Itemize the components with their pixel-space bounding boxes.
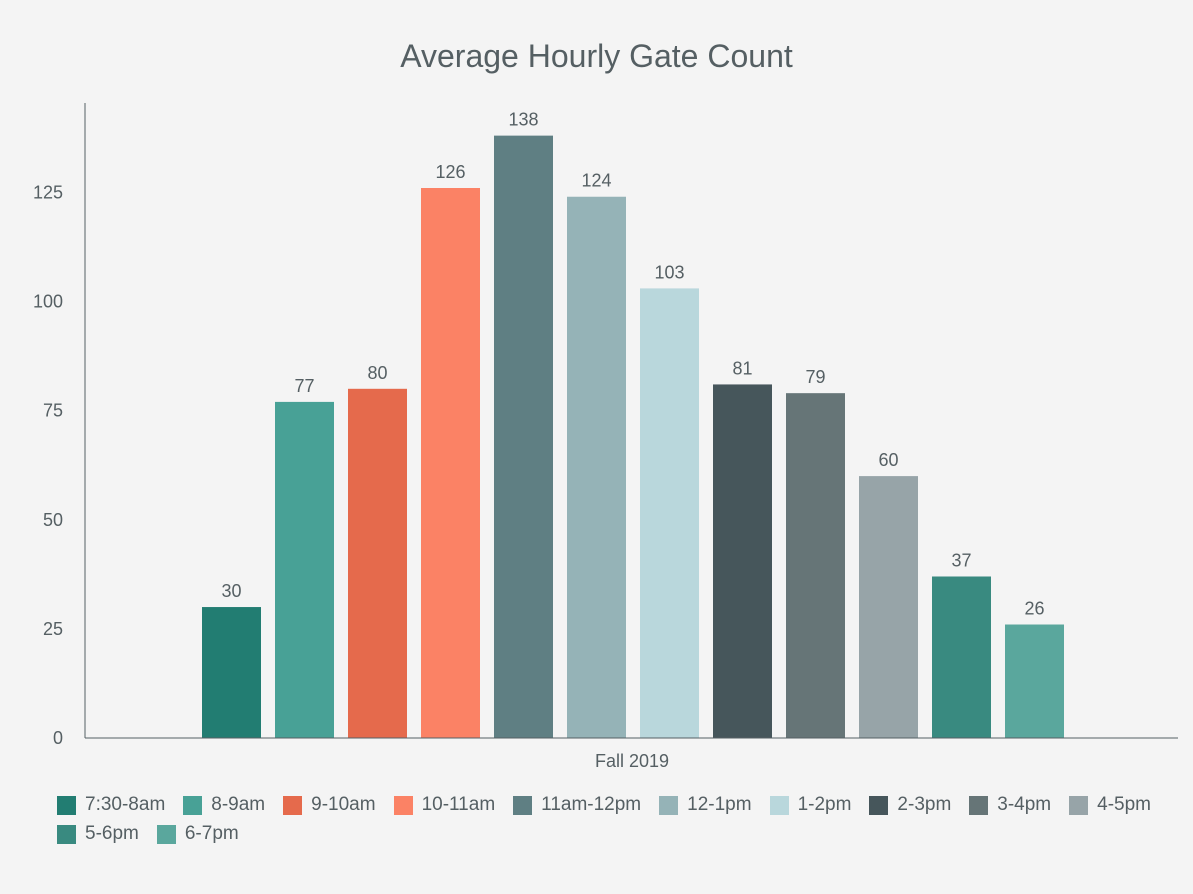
chart-title: Average Hourly Gate Count <box>400 38 793 74</box>
legend-label: 8-9am <box>211 794 266 815</box>
legend-swatch <box>393 795 413 815</box>
bar <box>275 401 334 738</box>
legend-label: 3-4pm <box>997 794 1052 815</box>
bar-value-label: 124 <box>581 171 611 191</box>
legend-item[interactable]: 5-6pm <box>57 823 139 845</box>
bar <box>859 476 918 738</box>
legend-label: 2-3pm <box>897 794 952 815</box>
legend-label: 7:30-8am <box>85 794 166 815</box>
legend-swatch <box>283 795 303 815</box>
y-tick-label: 50 <box>43 510 63 530</box>
legend-label: 4-5pm <box>1097 794 1151 815</box>
legend-item[interactable]: 4-5pm <box>1069 794 1151 816</box>
legend-label: 6-7pm <box>184 823 239 844</box>
legend-item[interactable]: 12-1pm <box>659 794 752 816</box>
bar <box>567 196 626 739</box>
bar-value-label: 37 <box>951 550 971 570</box>
bar <box>786 393 845 738</box>
x-category-label: Fall 2019 <box>595 751 669 771</box>
legend-swatch <box>969 795 989 815</box>
bar-value-label: 30 <box>221 581 241 601</box>
data-labels: 30 77 80 126 138 124 103 81 79 60 37 26 <box>221 110 1044 619</box>
bar-value-label: 138 <box>508 110 538 130</box>
y-tick-label: 25 <box>43 619 63 639</box>
legend-label: 12-1pm <box>687 794 752 815</box>
bar-value-label: 60 <box>878 450 898 470</box>
legend: 7:30-8am 8-9am 9-10am 10-11am 11am-12pm 12-1p… <box>57 794 1167 845</box>
legend-label: 1-2pm <box>797 794 852 815</box>
legend-swatch <box>869 795 889 815</box>
bar <box>421 188 480 738</box>
bar-value-label: 81 <box>732 358 752 378</box>
legend-swatch <box>1069 795 1089 815</box>
legend-item[interactable]: 8-9am <box>183 794 265 816</box>
bar-value-label: 77 <box>294 376 314 396</box>
legend-swatch <box>183 795 203 815</box>
legend-swatch <box>659 795 679 815</box>
legend-item[interactable]: 9-10am <box>283 794 376 816</box>
bar <box>348 388 407 738</box>
legend-item[interactable]: 10-11am <box>393 794 496 816</box>
bar-value-label: 103 <box>654 262 684 282</box>
legend-item[interactable]: 7:30-8am <box>57 794 165 816</box>
legend-label: 5-6pm <box>85 823 139 844</box>
legend-label: 10-11am <box>421 794 496 815</box>
legend-item[interactable]: 6-7pm <box>156 823 239 845</box>
y-tick-label: 125 <box>33 182 63 202</box>
bar-value-label: 80 <box>367 363 387 383</box>
bar <box>494 135 553 738</box>
bar-value-label: 126 <box>435 162 465 182</box>
legend-item[interactable]: 1-2pm <box>769 794 852 816</box>
bar <box>713 384 772 738</box>
legend-swatch <box>156 824 176 844</box>
bar <box>202 607 261 738</box>
legend-label: 11am-12pm <box>541 794 642 815</box>
legend-swatch <box>57 795 76 815</box>
bar <box>640 288 699 738</box>
bar <box>932 576 991 738</box>
legend-label: 9-10am <box>311 794 376 815</box>
legend-item[interactable]: 11am-12pm <box>513 794 641 816</box>
legend-swatch <box>769 795 789 815</box>
bar-chart: 0 25 50 75 100 125 30 77 80 126 138 124 103 81 79 60 37… <box>33 103 1178 771</box>
bar-value-label: 26 <box>1024 599 1044 619</box>
y-tick-label: 0 <box>53 728 63 748</box>
y-tick-label: 100 <box>33 292 63 312</box>
legend-item[interactable]: 3-4pm <box>969 794 1051 816</box>
legend-item[interactable]: 2-3pm <box>869 794 951 816</box>
bars <box>202 135 1064 739</box>
bar <box>1005 624 1064 738</box>
legend-swatch <box>57 824 76 844</box>
legend-swatch <box>513 795 533 815</box>
y-axis-ticks: 0 25 50 75 100 125 <box>33 182 63 748</box>
y-tick-label: 75 <box>43 401 63 421</box>
bar-value-label: 79 <box>805 367 825 387</box>
